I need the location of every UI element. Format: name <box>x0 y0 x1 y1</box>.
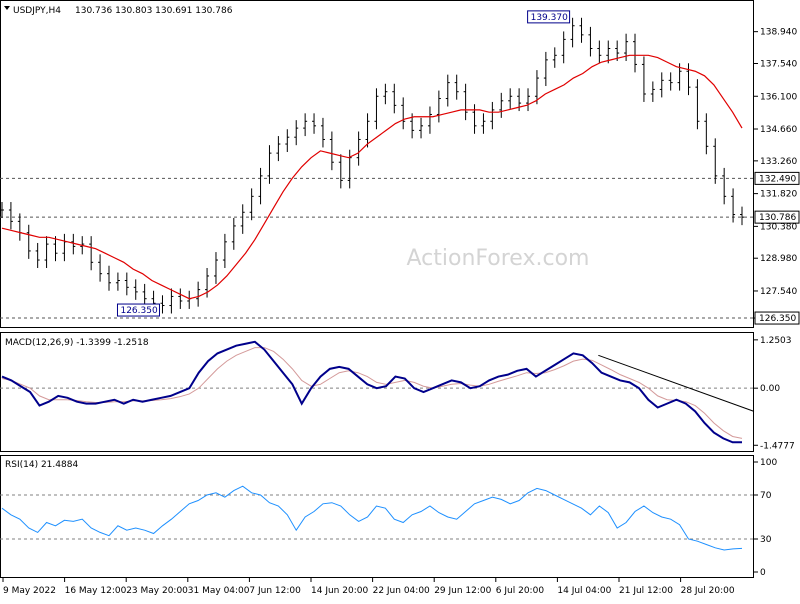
x-tick-label: 28 Jul 20:00 <box>681 586 735 596</box>
x-tick-label: 22 Jun 04:00 <box>373 586 430 596</box>
macd-layer: 1.2503 0.00 -1.4777 <box>0 336 795 451</box>
annotation-box <box>116 303 160 317</box>
x-tick-label: 31 May 04:00 <box>188 586 250 596</box>
macd-tick-label: -1.4777 <box>760 441 795 451</box>
rsi-tick-label: 0 <box>760 568 766 578</box>
macd-panel-frame <box>0 332 754 452</box>
level-label-box <box>754 311 800 325</box>
x-tick-label: 29 Jun 12:00 <box>434 586 491 596</box>
watermark: ActionForex.com <box>407 246 590 271</box>
level-label: 126.350 <box>759 314 796 324</box>
symbol-label: USDJPY,H4 <box>13 6 61 16</box>
price-tick-label: 134.660 <box>760 125 797 135</box>
macd-tick-label: 0.00 <box>760 384 780 394</box>
x-tick-label: 7 Jun 12:00 <box>249 586 301 596</box>
price-tick-label: 131.820 <box>760 190 797 200</box>
price-tick-label: 133.260 <box>760 157 797 167</box>
price-layer: 126.350 127.540 128.980 130.380 131.820 133.2… <box>0 10 800 325</box>
x-tick-label: 14 Jun 20:00 <box>311 586 368 596</box>
price-tick-label: 138.940 <box>760 28 797 38</box>
x-tick-label: 16 May 12:00 <box>65 586 127 596</box>
rsi-tick-label: 70 <box>760 491 772 501</box>
ohlc-label: 130.736 130.803 130.691 130.786 <box>75 6 233 16</box>
level-label: 130.786 <box>759 213 796 223</box>
price-tick-label: 130.380 <box>760 222 797 232</box>
level-label-box <box>754 171 800 185</box>
annotation-box <box>527 10 571 24</box>
price-tick-label: 136.100 <box>760 92 797 102</box>
price-tick-label: 128.980 <box>760 254 797 264</box>
price-panel-frame <box>0 0 754 328</box>
macd-line <box>1 340 742 444</box>
dropdown-arrow-icon[interactable] <box>4 6 10 10</box>
x-tick-label: 9 May 2022 <box>3 586 56 596</box>
x-tick-label: 21 Jul 12:00 <box>619 586 673 596</box>
level-label-box <box>754 210 800 224</box>
rsi-label: RSI(14) 21.4884 <box>5 460 78 470</box>
price-tick-label: 127.540 <box>760 287 797 297</box>
macd-signal-line <box>1 347 743 439</box>
macd-label: MACD(12,26,9) -1.3399 -1.2518 <box>5 338 149 348</box>
x-axis: 9 May 2022 16 May 12:00 23 May 20:00 31 May… <box>2 578 735 596</box>
macd-trendline <box>598 354 755 412</box>
macd-tick-label: 1.2503 <box>760 336 792 346</box>
price-tick-label: 137.540 <box>760 60 797 70</box>
rsi-line <box>1 485 743 551</box>
rsi-tick-label: 30 <box>760 535 772 545</box>
annotation-label: 126.350 <box>120 306 157 316</box>
rsi-layer: 100 70 30 0 <box>0 458 777 578</box>
rsi-panel-frame <box>0 455 754 578</box>
x-tick-label: 6 Jul 20:00 <box>496 586 545 596</box>
rsi-tick-label: 100 <box>760 458 777 468</box>
annotation-label: 139.370 <box>531 13 568 23</box>
moving-average-line <box>1 54 743 300</box>
x-tick-label: 14 Jul 04:00 <box>557 586 611 596</box>
x-tick-label: 23 May 20:00 <box>126 586 188 596</box>
level-label: 132.490 <box>759 174 796 184</box>
